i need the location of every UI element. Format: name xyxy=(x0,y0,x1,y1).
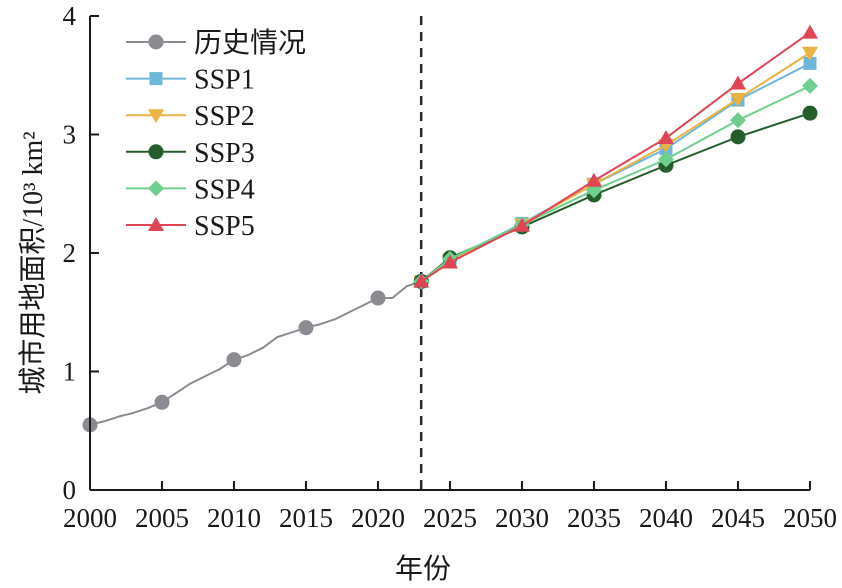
y-tick-label: 3 xyxy=(63,120,77,150)
series-ssp3 xyxy=(413,105,818,289)
axes: 0 1 2 3 4 2000 2005 2010 2015 2020 2025 2030 2035 204… xyxy=(17,1,837,585)
series-ssp4 xyxy=(413,77,818,290)
x-tick-label: 2025 xyxy=(423,503,477,533)
legend-marker xyxy=(149,72,163,86)
legend-marker xyxy=(148,109,164,124)
legend-marker xyxy=(148,34,164,50)
ssp4-line xyxy=(420,85,811,283)
series-ssp5 xyxy=(413,24,818,288)
y-tick-label: 1 xyxy=(63,357,77,387)
series-0-line xyxy=(89,280,422,426)
x-tick-label: 2020 xyxy=(351,503,405,533)
ssp5-point xyxy=(730,75,746,90)
ssp2-point xyxy=(730,92,746,107)
legend-marker xyxy=(148,144,164,160)
x-tick-label: 2040 xyxy=(639,503,693,533)
ssp4-point xyxy=(802,77,818,94)
y-axis-title: 城市用地面积/10³ km² xyxy=(17,131,49,394)
x-tick-label: 2010 xyxy=(207,503,261,533)
y-tick-label: 2 xyxy=(63,238,77,268)
ssp1-point xyxy=(803,56,817,70)
x-tick-label: 2030 xyxy=(495,503,549,533)
ssp5-point xyxy=(658,130,674,145)
series-0-point xyxy=(298,320,314,336)
legend-label: SSP4 xyxy=(194,174,255,205)
plot-area xyxy=(82,16,818,490)
ssp2-point xyxy=(802,46,818,61)
legend-label: SSP2 xyxy=(194,101,255,132)
ssp5-point xyxy=(413,273,430,288)
legend-label: SSP1 xyxy=(194,65,255,96)
ssp5-point xyxy=(514,217,530,232)
series-0-point xyxy=(226,352,242,368)
x-tick-label: 2050 xyxy=(783,503,837,533)
y-tick-label: 0 xyxy=(63,475,77,505)
legend-item-ssp1: SSP1 xyxy=(126,65,255,96)
series-0-point xyxy=(370,290,386,306)
legend-item-ssp2: SSP2 xyxy=(126,101,255,132)
x-tick-label: 2035 xyxy=(567,503,621,533)
x-tick-label: 2000 xyxy=(63,503,117,533)
ssp3-line xyxy=(420,112,811,283)
ssp4-point xyxy=(730,112,746,129)
ssp5-point xyxy=(442,254,458,269)
x-tick-label: 2045 xyxy=(711,503,765,533)
legend-label: SSP3 xyxy=(194,138,255,169)
ssp5-point xyxy=(586,172,602,187)
legend-marker xyxy=(148,180,164,197)
legend-label: 历史情况 xyxy=(194,27,306,59)
legend-item-ssp5: SSP5 xyxy=(126,211,255,242)
ssp4-point xyxy=(658,151,674,168)
legend-label: SSP5 xyxy=(194,211,255,242)
x-tick-label: 2015 xyxy=(279,503,333,533)
ssp3-point xyxy=(730,129,746,145)
series-0-point xyxy=(154,394,170,410)
y-tick-label: 4 xyxy=(63,1,77,31)
x-tick-label: 2005 xyxy=(135,503,189,533)
legend: 历史情况 SSP1 SSP2 SSP3 SSP4 SSP5 xyxy=(126,27,306,242)
legend-item-ssp4: SSP4 xyxy=(126,174,255,205)
ssp3-point xyxy=(802,105,818,121)
legend-item-ssp3: SSP3 xyxy=(126,138,255,169)
legend-item-series-0: 历史情况 xyxy=(126,27,306,59)
legend-marker xyxy=(148,217,164,231)
x-axis-title: 年份 xyxy=(395,553,451,585)
ssp5-point xyxy=(802,24,818,39)
series-series-0 xyxy=(82,273,429,433)
